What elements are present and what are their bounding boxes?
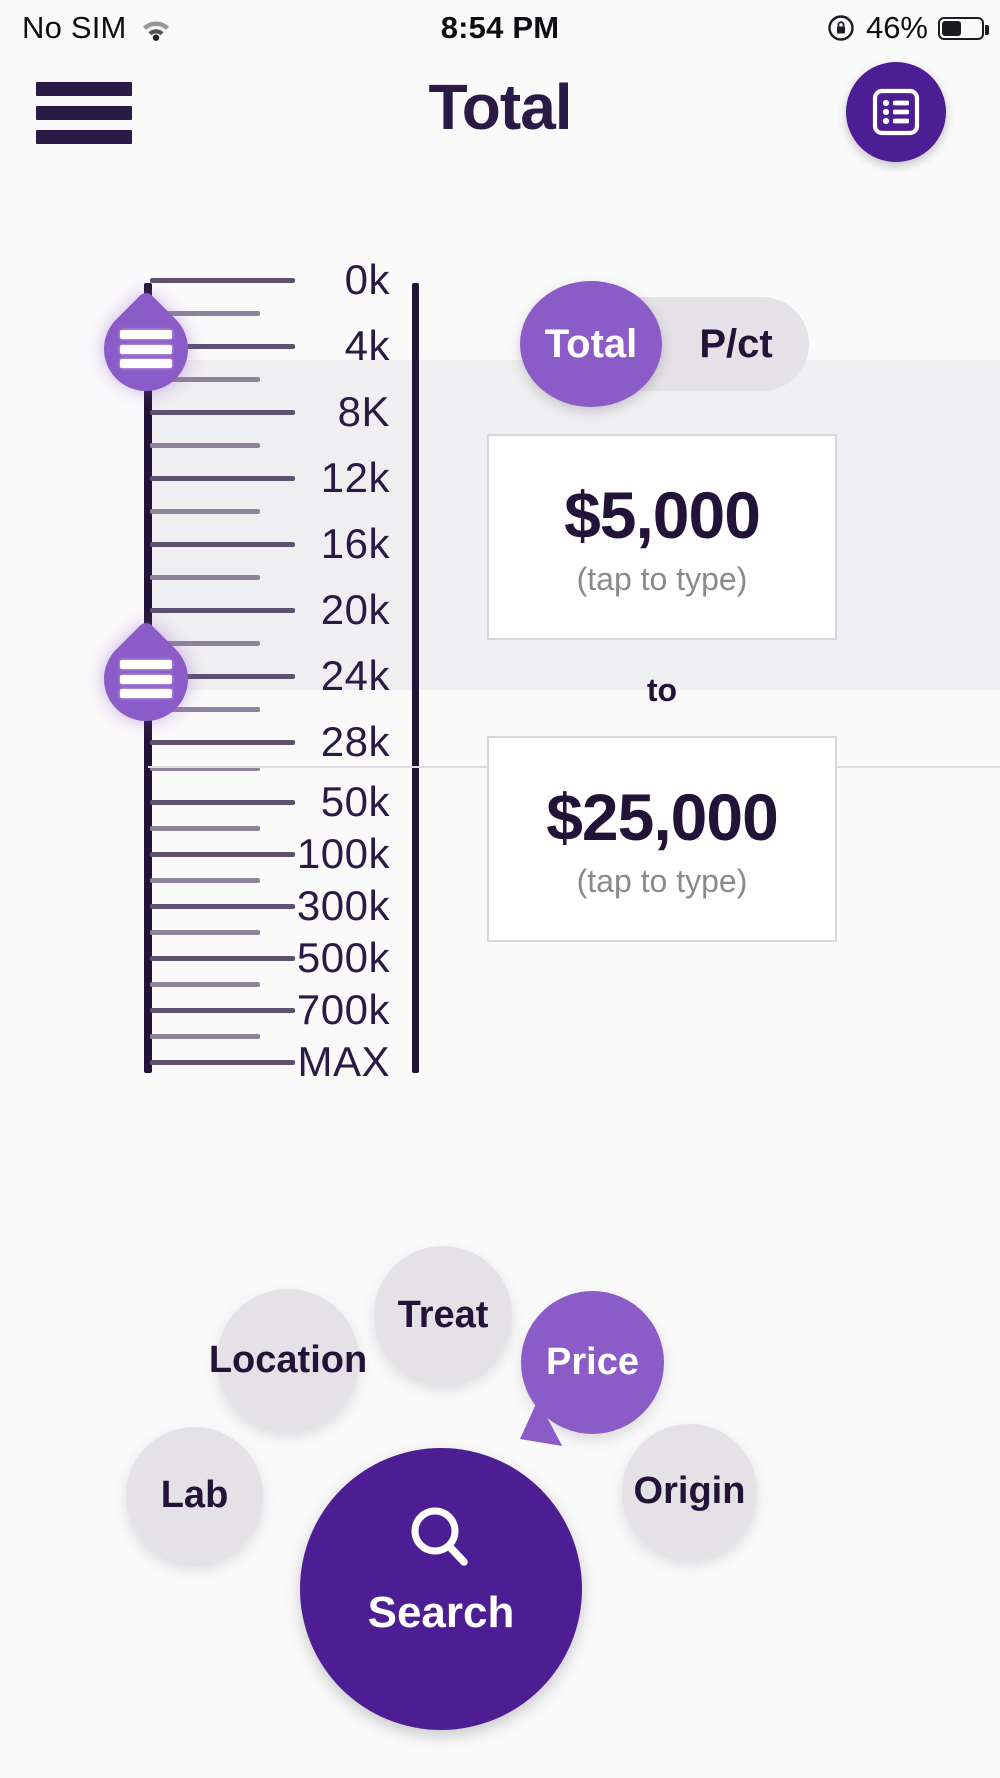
slider-tick-label: 4k bbox=[344, 322, 390, 369]
slider-tick-label: 50k bbox=[320, 778, 390, 825]
slider-tick-label: 16k bbox=[320, 520, 390, 567]
slider-tick-minor bbox=[150, 1034, 260, 1039]
slider-tick-minor bbox=[150, 443, 260, 448]
grip-line-3 bbox=[120, 359, 172, 368]
slider-tick-minor bbox=[150, 982, 260, 987]
battery-percent-label: 46% bbox=[865, 10, 928, 45]
slider-tick-major bbox=[150, 542, 295, 547]
grip-line-2 bbox=[120, 674, 172, 684]
slider-tick-minor bbox=[150, 377, 260, 382]
mode-toggle-thumb[interactable]: Total bbox=[520, 281, 662, 407]
drag-grip-icon bbox=[120, 330, 172, 368]
slider-tick-major bbox=[150, 278, 295, 283]
magnifier-icon bbox=[411, 1507, 468, 1566]
grip-line-1 bbox=[120, 660, 172, 669]
slider-tick-label: 300k bbox=[296, 882, 390, 929]
search-button[interactable]: Search bbox=[300, 1448, 582, 1730]
drag-grip-icon bbox=[120, 660, 172, 698]
slider-handle-max[interactable] bbox=[86, 619, 220, 739]
slider-rail-right bbox=[412, 283, 419, 1073]
slider-tick-minor bbox=[150, 575, 260, 580]
min-value-hint: (tap to type) bbox=[576, 560, 748, 597]
bubble-location-label: Location bbox=[208, 1338, 368, 1381]
slider-tick-minor bbox=[150, 878, 260, 883]
slider-tick-minor bbox=[150, 641, 260, 646]
slider-tick-label: 24k bbox=[320, 652, 390, 699]
grip-line-3 bbox=[120, 689, 172, 698]
bubble-origin[interactable]: Origin bbox=[622, 1424, 757, 1559]
hamburger-bar-2 bbox=[36, 106, 132, 120]
status-bar: No SIM 8:54 PM 46% bbox=[0, 0, 1000, 56]
bubble-treat[interactable]: Treat bbox=[374, 1246, 512, 1384]
max-value-hint: (tap to type) bbox=[576, 862, 748, 899]
bubble-lab[interactable]: Lab bbox=[126, 1427, 263, 1564]
slider-tick-major bbox=[150, 674, 295, 679]
clock-label: 8:54 PM bbox=[440, 10, 560, 45]
hamburger-bar-3 bbox=[36, 130, 132, 144]
list-view-icon bbox=[872, 88, 920, 136]
slider-tick-minor bbox=[150, 826, 260, 831]
slider-handle-min[interactable] bbox=[86, 289, 220, 409]
bubble-location[interactable]: Location bbox=[209, 1289, 367, 1431]
mode-toggle-total-label: Total bbox=[544, 321, 638, 366]
slider-tick-major bbox=[150, 1008, 295, 1013]
slider-tick-major bbox=[150, 476, 295, 481]
slider-tick-label: 20k bbox=[320, 586, 390, 633]
battery-fill bbox=[942, 20, 961, 36]
slider-tick-major bbox=[150, 410, 295, 415]
battery-icon bbox=[938, 16, 989, 40]
slider-tick-minor bbox=[150, 311, 260, 316]
range-separator-label: to bbox=[646, 672, 678, 708]
slider-tick-major bbox=[150, 800, 295, 805]
hamburger-bar-1 bbox=[36, 82, 132, 96]
min-value-amount: $5,000 bbox=[564, 477, 761, 552]
bubble-price-label: Price bbox=[546, 1341, 639, 1383]
slider-tick-major bbox=[150, 608, 295, 613]
slider-tick-label: 500k bbox=[296, 934, 390, 981]
mode-toggle[interactable]: P/ct Total bbox=[520, 281, 809, 407]
slider-tick-label: MAX bbox=[297, 1038, 390, 1085]
mode-toggle-pct-label: P/ct bbox=[699, 321, 773, 366]
bubble-price[interactable]: Price bbox=[521, 1291, 664, 1434]
slider-tick-label: 8K bbox=[337, 388, 390, 435]
grip-line-2 bbox=[120, 344, 172, 354]
status-bar-right: 46% bbox=[826, 10, 989, 46]
slider-tick-label: 700k bbox=[296, 986, 390, 1033]
slider-tick-label: 28k bbox=[320, 718, 390, 765]
search-button-label: Search bbox=[367, 1588, 515, 1637]
slider-tick-major bbox=[150, 956, 295, 961]
slider-tick-label: 0k bbox=[344, 256, 390, 303]
hamburger-menu-icon[interactable] bbox=[36, 82, 132, 144]
bubble-origin-label: Origin bbox=[633, 1470, 746, 1512]
slider-tick-label: 100k bbox=[296, 830, 390, 877]
min-value-card[interactable]: $5,000 (tap to type) bbox=[487, 434, 837, 640]
slider-tick-minor bbox=[150, 707, 260, 712]
rotation-lock-icon bbox=[828, 15, 854, 41]
mode-toggle-option-pct[interactable]: P/ct bbox=[663, 297, 809, 391]
wifi-icon bbox=[142, 21, 169, 41]
nav-bar: Total bbox=[0, 56, 1000, 166]
carrier-label: No SIM bbox=[22, 10, 127, 45]
grip-line-1 bbox=[120, 330, 172, 339]
list-view-button[interactable] bbox=[846, 62, 946, 162]
max-value-card[interactable]: $25,000 (tap to type) bbox=[487, 736, 837, 942]
slider-tick-label: 12k bbox=[320, 454, 390, 501]
slider-tick-major bbox=[150, 904, 295, 909]
max-value-amount: $25,000 bbox=[546, 779, 779, 854]
slider-tick-major bbox=[150, 1060, 295, 1065]
slider-tick-minor bbox=[150, 509, 260, 514]
slider-tick-major bbox=[150, 740, 295, 745]
page-title: Total bbox=[428, 71, 572, 143]
slider-tick-minor bbox=[150, 766, 260, 771]
bubble-treat-label: Treat bbox=[397, 1293, 489, 1336]
slider-tick-minor bbox=[150, 930, 260, 935]
bubble-lab-label: Lab bbox=[160, 1474, 229, 1516]
slider-tick-major bbox=[150, 344, 295, 349]
status-bar-left: No SIM bbox=[22, 10, 173, 46]
slider-tick-major bbox=[150, 852, 295, 857]
